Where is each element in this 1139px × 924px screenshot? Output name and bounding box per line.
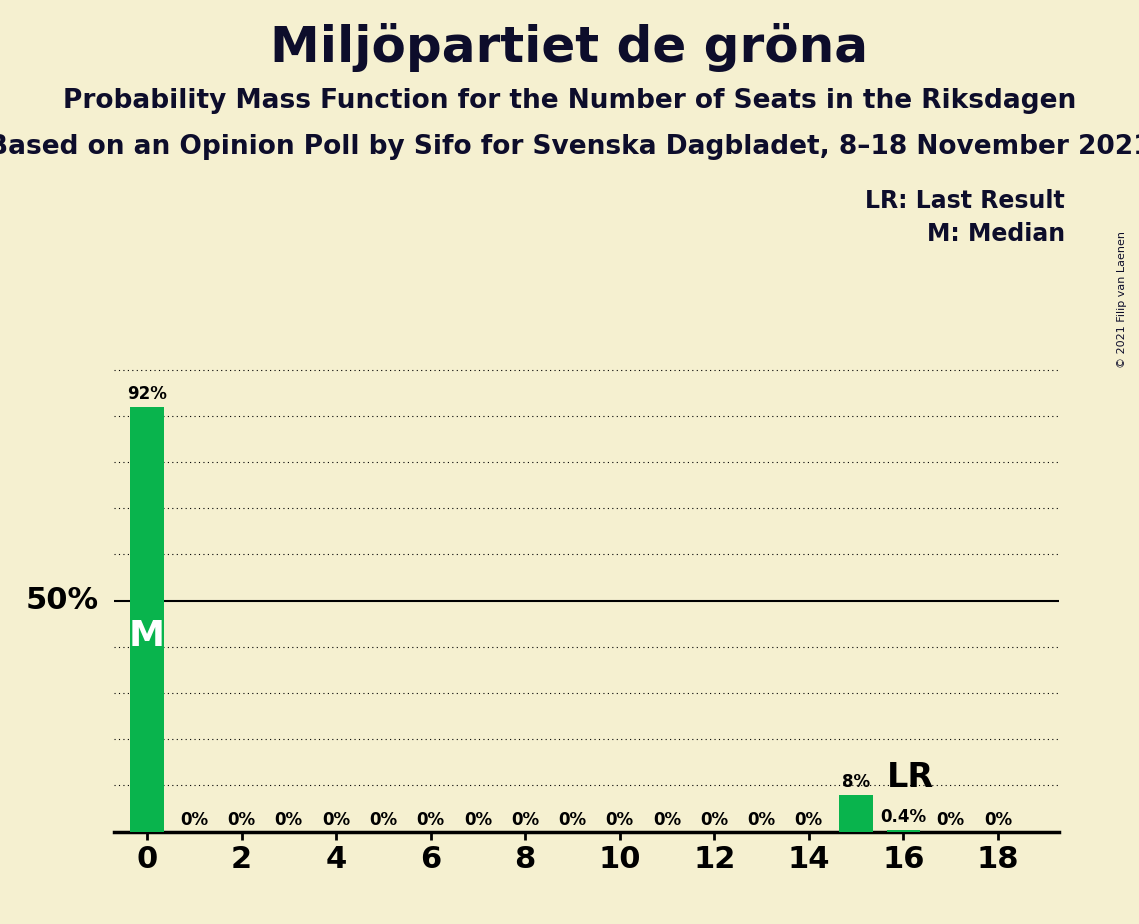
Text: 0%: 0% xyxy=(464,811,492,830)
Text: 92%: 92% xyxy=(128,385,167,403)
Text: 0%: 0% xyxy=(274,811,303,830)
Text: 0%: 0% xyxy=(606,811,633,830)
Text: 0.4%: 0.4% xyxy=(880,808,926,826)
Text: 0%: 0% xyxy=(180,811,208,830)
Text: 0%: 0% xyxy=(747,811,776,830)
Bar xyxy=(887,830,920,832)
Text: LR: LR xyxy=(887,760,934,794)
Text: 50%: 50% xyxy=(25,586,98,615)
Text: 0%: 0% xyxy=(228,811,255,830)
Text: Miljöpartiet de gröna: Miljöpartiet de gröna xyxy=(270,23,869,72)
Text: 0%: 0% xyxy=(700,811,728,830)
Text: 0%: 0% xyxy=(511,811,539,830)
Text: Probability Mass Function for the Number of Seats in the Riksdagen: Probability Mass Function for the Number… xyxy=(63,88,1076,114)
Bar xyxy=(839,795,872,832)
Text: 0%: 0% xyxy=(653,811,681,830)
Text: 0%: 0% xyxy=(369,811,398,830)
Text: 0%: 0% xyxy=(795,811,822,830)
Text: 0%: 0% xyxy=(417,811,444,830)
Text: 0%: 0% xyxy=(322,811,350,830)
Text: Based on an Opinion Poll by Sifo for Svenska Dagbladet, 8–18 November 2021: Based on an Opinion Poll by Sifo for Sve… xyxy=(0,134,1139,160)
Text: 0%: 0% xyxy=(558,811,587,830)
Text: LR: Last Result: LR: Last Result xyxy=(866,189,1065,213)
Bar xyxy=(131,407,164,832)
Text: 8%: 8% xyxy=(842,773,870,791)
Text: M: Median: M: Median xyxy=(927,222,1065,246)
Text: 0%: 0% xyxy=(984,811,1011,830)
Text: © 2021 Filip van Laenen: © 2021 Filip van Laenen xyxy=(1117,231,1126,368)
Text: M: M xyxy=(129,619,165,653)
Text: 0%: 0% xyxy=(936,811,965,830)
